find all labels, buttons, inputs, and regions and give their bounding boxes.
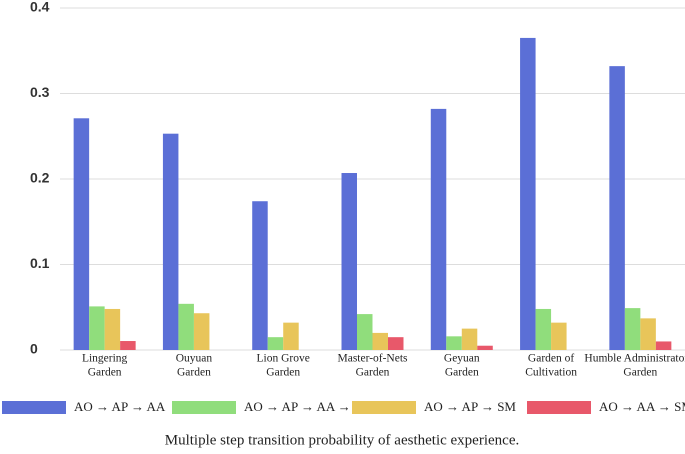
bar: [162, 133, 179, 350]
bar: [430, 108, 447, 350]
y-tick-label: 0.4: [30, 0, 50, 15]
x-tick-label: Humble Administrator’s: [584, 353, 685, 365]
legend-swatch: [352, 401, 416, 414]
bar: [178, 303, 194, 350]
bar: [283, 322, 299, 350]
bar: [73, 118, 90, 350]
bar: [520, 37, 536, 351]
y-tick-label: 0.3: [30, 84, 50, 100]
x-tick-label: Geyuan: [444, 353, 480, 365]
bar: [535, 308, 552, 350]
x-tick-label: Cultivation: [525, 367, 577, 379]
legend-label: AO → AP → AA → SM: [244, 399, 373, 414]
x-tick-label: Garden: [356, 367, 390, 379]
legend-swatch: [2, 401, 66, 414]
bar: [372, 332, 388, 350]
bar: [341, 173, 357, 350]
bar: [640, 318, 656, 350]
bar: [609, 66, 625, 350]
legend-swatch: [527, 401, 591, 414]
legend-label: AO → AP → SM: [424, 399, 516, 414]
bar: [655, 341, 672, 350]
legend-label: AO → AA → SM: [599, 399, 685, 414]
bar: [477, 345, 493, 350]
bar: [461, 328, 478, 350]
x-tick-label: Lion Grove: [257, 353, 310, 365]
x-tick-label: Garden: [177, 367, 211, 379]
legend-swatch: [172, 401, 236, 414]
legend-label: AO → AP → AA: [74, 399, 166, 414]
x-tick-label: Garden: [445, 367, 479, 379]
y-tick-label: 0.1: [30, 255, 50, 271]
bar: [252, 201, 268, 350]
bar: [624, 308, 641, 350]
bar: [267, 337, 284, 350]
x-tick-label: Ouyuan: [176, 353, 213, 365]
bar: [551, 322, 567, 350]
bar: [357, 314, 373, 350]
caption: Multiple step transition probability of …: [165, 432, 519, 448]
bar: [89, 306, 105, 350]
bar: [388, 337, 404, 350]
x-tick-label: Garden of: [528, 353, 574, 365]
bar: [104, 308, 121, 350]
x-tick-label: Garden: [623, 367, 657, 379]
x-tick-label: Lingering: [82, 353, 128, 365]
y-tick-label: 0.2: [30, 170, 50, 186]
bar: [193, 313, 210, 350]
x-tick-label: Garden: [88, 367, 122, 379]
x-tick-label: Master-of-Nets: [337, 353, 408, 365]
bar: [120, 341, 136, 350]
bar: [446, 336, 462, 350]
y-tick-label: 0: [30, 341, 38, 357]
x-tick-label: Garden: [266, 367, 300, 379]
